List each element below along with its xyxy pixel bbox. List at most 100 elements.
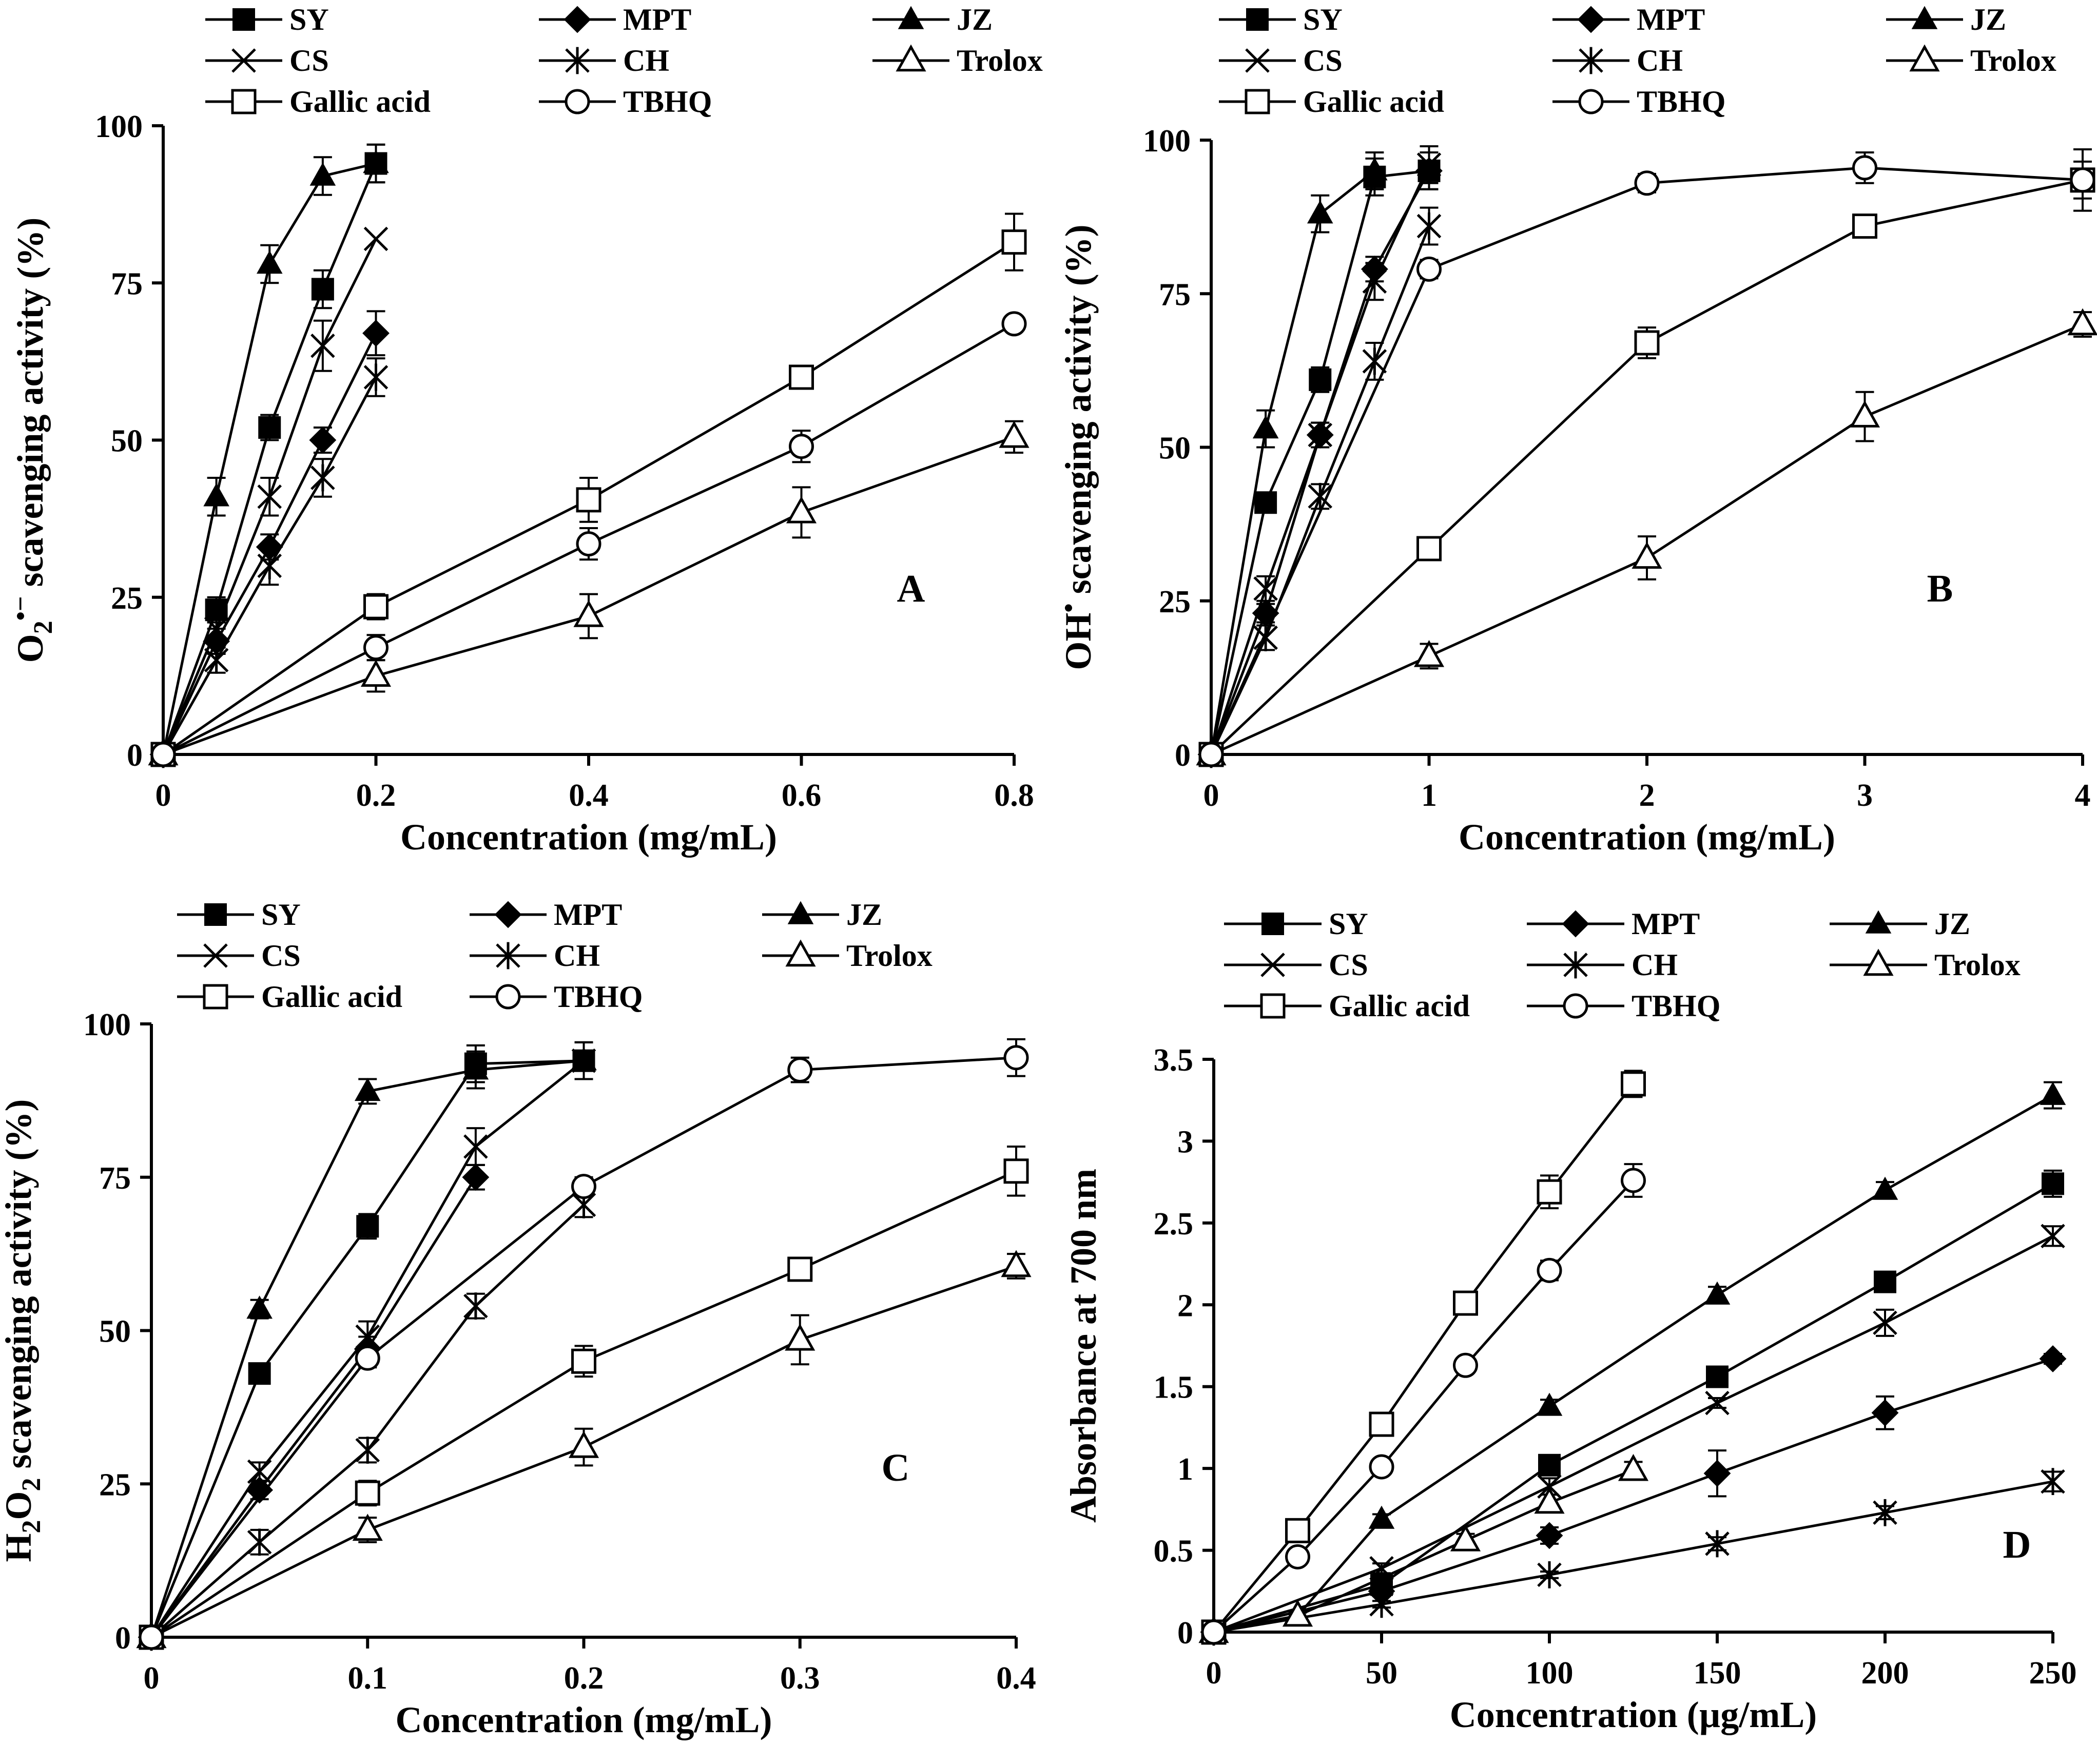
legend-item-cs: CS (1219, 44, 1343, 77)
data-point (785, 1323, 816, 1351)
data-point (247, 1459, 272, 1484)
series-tbhq (1198, 148, 2095, 767)
legend-item-ch: CH (1552, 44, 1683, 77)
data-point (1308, 482, 1333, 510)
legend-label: JZ (1970, 3, 2006, 36)
y-tick-label: 0 (1175, 738, 1191, 773)
legend-item-jz: JZ (1830, 907, 1970, 941)
y-tick-label: 0 (115, 1621, 131, 1656)
x-tick-label: 0.4 (569, 778, 609, 813)
series-jz (1198, 151, 1388, 764)
data-point (571, 1348, 596, 1374)
legend-item-trolox: Trolox (1886, 44, 2056, 77)
legend-marker (1578, 89, 1604, 114)
legend: SY MPT JZ CS CH Trolox Gallic acid TBHQ (1224, 907, 2021, 1023)
x-tick-label: 0.8 (994, 778, 1034, 813)
legend-marker (565, 89, 590, 114)
legend-label: TBHQ (1637, 85, 1725, 119)
x-tick-label: 0.2 (564, 1661, 604, 1696)
data-point (1416, 256, 1442, 282)
data-point (354, 1078, 381, 1101)
data-point (1537, 1257, 1562, 1283)
legend-item-mpt: MPT (470, 898, 622, 932)
data-point (1001, 229, 1027, 255)
series-line (1213, 1358, 2053, 1634)
data-point (1852, 214, 1877, 239)
x-tick-label: 150 (1694, 1656, 1741, 1691)
y-tick-label: 1 (1177, 1452, 1193, 1487)
legend-marker (565, 47, 590, 74)
data-point (2040, 1081, 2066, 1105)
y-tick-label: 75 (111, 266, 143, 301)
data-point (1416, 152, 1442, 177)
data-point (355, 1480, 380, 1506)
legend-item-sy: SY (177, 898, 301, 932)
series-line (1213, 1179, 1635, 1633)
legend-label: SY (289, 3, 329, 36)
legend-marker (231, 48, 256, 73)
y-tick-label: 3.5 (1154, 1043, 1194, 1078)
y-tick-label: 50 (1159, 431, 1191, 466)
legend-marker (898, 6, 924, 29)
legend-item-ch: CH (1527, 948, 1678, 982)
legend-label: TBHQ (1632, 989, 1720, 1023)
series-gallic-acid (139, 1146, 1029, 1650)
data-point (2070, 167, 2095, 193)
legend-item-tbhq: TBHQ (470, 980, 643, 1014)
y-tick-label: 100 (95, 109, 143, 144)
y-tick-label: 100 (1143, 124, 1191, 159)
data-point (352, 1514, 383, 1541)
data-point (256, 250, 283, 274)
legend-marker (203, 984, 228, 1010)
legend-marker (1865, 910, 1892, 934)
data-point (571, 1174, 596, 1199)
series-cs (1199, 145, 1442, 767)
data-point (787, 1057, 813, 1083)
data-point (1285, 1518, 1310, 1543)
y-axis-title: Absorbance at 700 nm (1063, 1169, 1104, 1523)
data-point (1001, 311, 1027, 337)
data-point (1368, 1505, 1395, 1529)
series-line (1210, 170, 1430, 755)
legend-label: CS (289, 44, 329, 77)
legend-label: CH (1637, 44, 1683, 77)
series-tbhq (150, 311, 1027, 767)
data-point (1253, 624, 1278, 651)
legend-label: CS (1329, 948, 1368, 982)
x-tick-label: 1 (1421, 778, 1437, 813)
legend-label: MPT (554, 898, 622, 932)
data-point (1873, 1310, 1897, 1335)
data-point (1309, 368, 1332, 391)
data-point (1285, 1544, 1310, 1569)
legend-marker (1245, 89, 1270, 114)
x-tick-label: 0.2 (356, 778, 396, 813)
series-line (150, 1170, 1017, 1639)
x-tick-label: 0 (144, 1661, 160, 1696)
x-tick-label: 200 (1861, 1656, 1909, 1691)
data-point (362, 319, 390, 347)
x-tick-label: 3 (1857, 778, 1873, 813)
data-point (1706, 1365, 1729, 1388)
data-point (2067, 308, 2097, 336)
series-line (1213, 1083, 1635, 1633)
data-point (1001, 1250, 1032, 1277)
legend-marker (1260, 953, 1285, 977)
data-point (1254, 491, 1277, 514)
chart-panel-d: 0 50 100 150 200 250 0 0.5 1 1.5 2 2.5 3 3.5 Concentra… (1063, 907, 2077, 1735)
data-point (1362, 157, 1388, 181)
legend-label: JZ (957, 3, 993, 36)
legend-marker (1863, 948, 1894, 976)
y-tick-label: 100 (83, 1007, 131, 1042)
data-point (1307, 200, 1333, 224)
x-axis-title: Concentration (mg/mL) (1459, 817, 1835, 858)
data-point (1362, 347, 1387, 375)
panel-letter: C (882, 1446, 910, 1489)
legend-label: Gallic acid (1329, 989, 1470, 1023)
data-point (1362, 269, 1387, 294)
legend-item-trolox: Trolox (1830, 948, 2021, 982)
data-point (1416, 536, 1442, 561)
x-axis-title: Concentration (mg/mL) (400, 817, 777, 858)
legend-item-trolox: Trolox (872, 44, 1043, 77)
legend-item-mpt: MPT (1527, 907, 1700, 941)
